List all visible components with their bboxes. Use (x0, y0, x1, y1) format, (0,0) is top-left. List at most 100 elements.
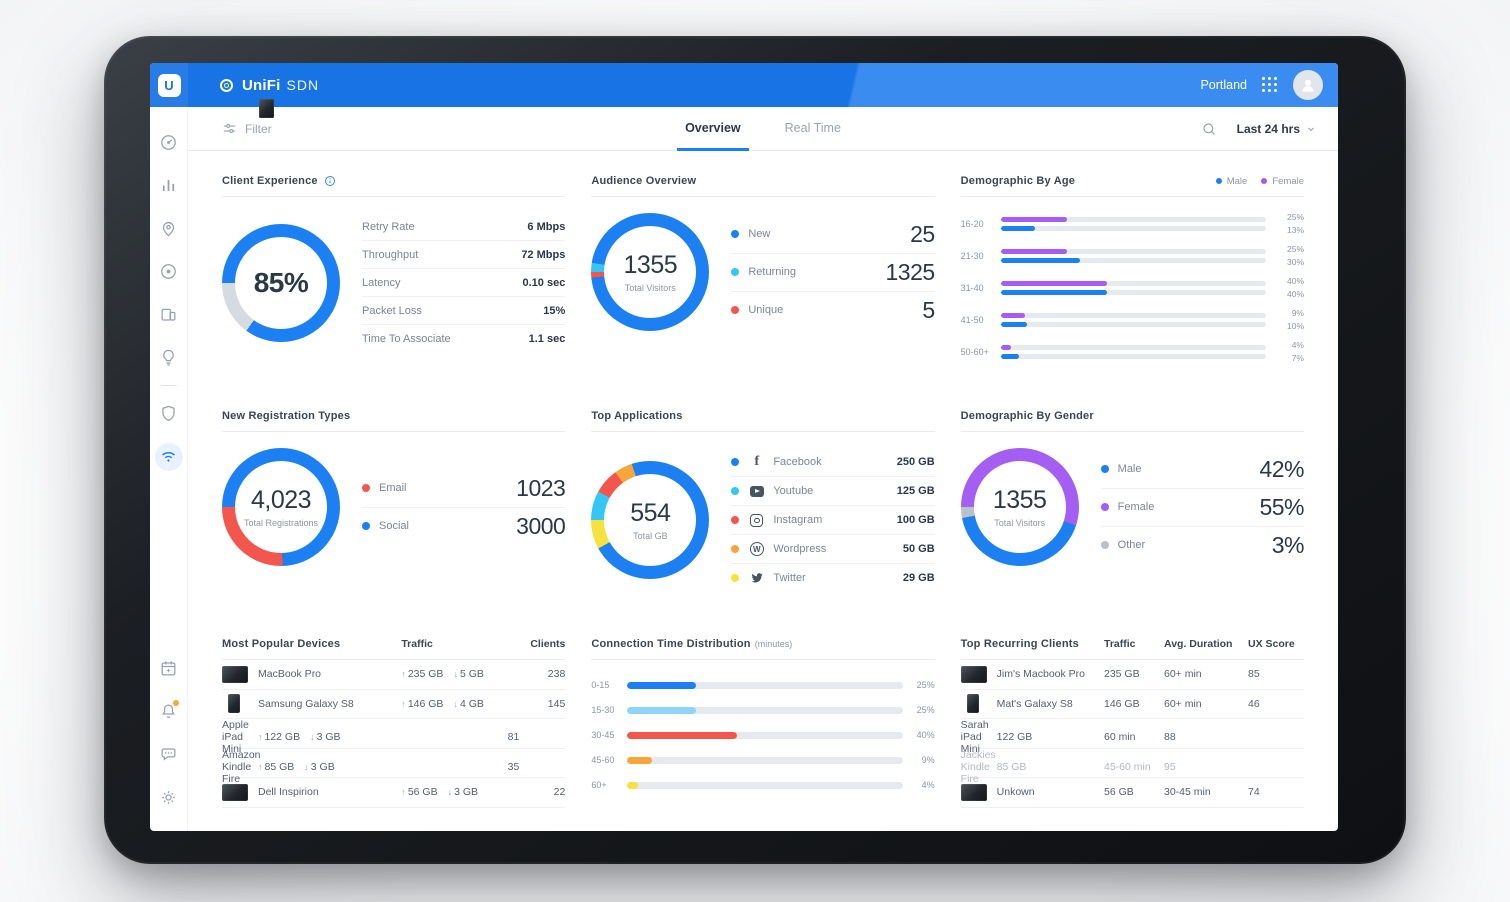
info-icon[interactable] (324, 175, 336, 187)
card-body: 85% Retry Rate 6 Mbps Throughput 72 Mbps L… (222, 197, 566, 352)
col-clients: Clients (530, 638, 566, 650)
upload-arrow-icon: ↑ (401, 787, 406, 798)
legend-dot (731, 487, 740, 495)
notification-dot (173, 700, 179, 706)
device-thumbnail (222, 783, 248, 801)
time-range-select[interactable]: Last 24 hrs (1237, 122, 1316, 136)
card-head: New Registration Types (222, 410, 566, 432)
gear-icon (162, 791, 175, 804)
registrations-donut: 4,023 Total Registrations (222, 448, 340, 566)
sliders-icon (223, 123, 236, 133)
age-group: 21-30 25% 30% (960, 244, 1304, 267)
legend-dot (731, 516, 740, 524)
age-chart: 16-20 25% 13% 21-30 25% 30% 31-40 (961, 197, 1304, 363)
device-row: Apple iPad Mini ↑ 122 GB ↓ 3 GB 81 (222, 99, 566, 755)
col-ux-score: UX Score (1248, 638, 1295, 650)
client-row: Mat's Galaxy S8 146 GB 60+ min 46 (960, 690, 1304, 719)
sidebar-item-clients[interactable] (150, 293, 187, 336)
app-body: Filter Overview Real Time Last 24 hrs (150, 99, 1338, 831)
cards-grid: Client Experience 85% (222, 99, 1305, 808)
gauge-icon (161, 135, 176, 150)
legend-row: Returning 1325 (731, 254, 935, 292)
connection-row: 15-30 25% (591, 705, 935, 715)
client-row: Sarah iPad Mini 122 GB 60 min 88 (259, 99, 1304, 755)
card-title: Demographic By Age (960, 175, 1076, 187)
search-button[interactable] (1201, 121, 1217, 137)
instagram-icon (748, 512, 765, 529)
upload-arrow-icon: ↑ (401, 669, 406, 680)
total-registrations-value: 4,023 (250, 486, 312, 514)
legend-dot (731, 574, 740, 582)
stat-row: Latency 0.10 sec (362, 269, 566, 297)
sidebar-item-map[interactable] (150, 207, 187, 250)
card-head: Top Applications (591, 410, 935, 432)
unifi-logo-icon (220, 78, 233, 92)
legend-dot (1261, 178, 1268, 184)
legend-row: Unique 5 (731, 292, 935, 329)
devices-table-header: Most Popular Devices Traffic Clients (222, 638, 566, 660)
card-title: Top Applications (591, 410, 683, 422)
upload-arrow-icon: ↑ (258, 732, 263, 742)
client-row: Jim's Macbook Pro 235 GB 60+ min 85 (960, 660, 1304, 690)
card-head: Connection Time Distribution (minutes) (591, 638, 935, 660)
map-pin-icon (162, 222, 175, 237)
client-row: Jackies Kindle Fire 85 GB 45-60 min 95 (259, 99, 1304, 785)
card-title: Demographic By Gender (960, 410, 1094, 422)
apps-grid-icon[interactable] (1262, 77, 1278, 93)
main-area: Filter Overview Real Time Last 24 hrs (188, 99, 1338, 831)
connection-row: 45-60 9% (591, 755, 935, 765)
time-range-value: Last 24 hrs (1236, 121, 1300, 136)
sidebar-item-wifi[interactable] (150, 435, 187, 478)
legend-dot (1215, 178, 1222, 184)
download-arrow-icon: ↓ (310, 732, 315, 742)
col-traffic: Traffic (401, 638, 433, 650)
legend-dot (362, 484, 370, 492)
card-connection-time: Connection Time Distribution (minutes) 0… (591, 638, 935, 808)
ubiquiti-logo-button[interactable]: U (150, 63, 188, 107)
app-row: Instagram 100 GB (731, 506, 935, 535)
sidebar-item-statistics[interactable] (150, 164, 187, 207)
user-avatar[interactable] (1293, 70, 1323, 100)
col-duration: Avg. Duration (1164, 638, 1233, 650)
connection-row: 0-15 25% (591, 680, 935, 690)
tab-real-time[interactable]: Real Time (784, 120, 841, 135)
bell-icon (162, 704, 175, 718)
legend-dot (1100, 503, 1109, 511)
sidebar-item-settings[interactable] (150, 776, 187, 819)
card-title: Client Experience (222, 175, 318, 187)
download-arrow-icon: ↓ (447, 787, 453, 798)
twitter-icon (748, 570, 765, 587)
gender-donut: 1355 Total Visitors (960, 448, 1079, 566)
legend-dot (1100, 541, 1109, 549)
sidebar-item-events[interactable] (150, 647, 187, 690)
tablet-frame: U UniFi SDN Portland (104, 36, 1406, 864)
legend-row: Email 1023 (362, 470, 566, 508)
app-row: Twitter 29 GB (731, 564, 935, 592)
sidebar-item-insights[interactable] (150, 336, 187, 379)
total-registrations-label: Total Registrations (243, 518, 319, 528)
card-title-note: (minutes) (754, 639, 793, 649)
sidebar-item-alerts[interactable] (150, 690, 187, 733)
legend-dot (731, 458, 740, 466)
youtube-icon (748, 483, 765, 500)
client-thumbnail (960, 665, 987, 683)
donut-center: 4,023 Total Registrations (222, 448, 340, 566)
card-registration-types: New Registration Types 4,023 Total Regis… (222, 410, 566, 592)
connection-row: 30-45 40% (591, 730, 935, 740)
brand-suffix: SDN (286, 77, 320, 93)
recurring-table-header: Top Recurring Clients Traffic Avg. Durat… (960, 638, 1304, 660)
chat-bubble-icon (161, 748, 176, 761)
card-recurring-clients: Top Recurring Clients Traffic Avg. Durat… (259, 99, 1304, 808)
sidebar-item-security[interactable] (150, 392, 187, 435)
sidebar-item-chat[interactable] (150, 733, 187, 776)
sidebar-item-dashboard[interactable] (150, 121, 187, 164)
legend-row: Male 42% (1100, 451, 1304, 489)
card-popular-devices: Most Popular Devices Traffic Clients Mac… (222, 99, 566, 808)
sidebar-item-devices[interactable] (150, 250, 187, 293)
legend-row: New 25 (731, 216, 935, 254)
gender-total-value: 1355 (992, 486, 1047, 514)
site-name[interactable]: Portland (1200, 78, 1247, 92)
tab-overview[interactable]: Overview (677, 107, 749, 151)
connection-chart: 0-15 25% 15-30 25% 30-45 (591, 660, 934, 790)
filter-button[interactable]: Filter (222, 121, 272, 136)
